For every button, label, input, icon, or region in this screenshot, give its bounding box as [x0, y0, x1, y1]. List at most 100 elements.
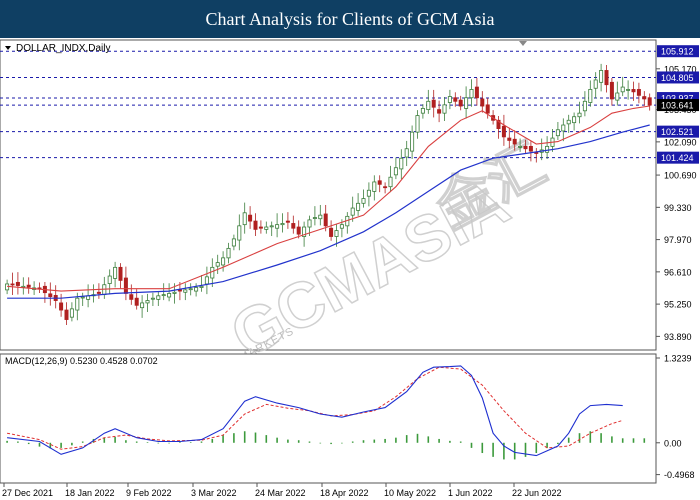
- histogram-bar: [265, 435, 268, 443]
- x-tick-label: 18 Jan 2022: [65, 488, 115, 498]
- histogram-bar: [405, 435, 408, 443]
- candle-body: [593, 79, 598, 89]
- candle-body: [318, 214, 323, 220]
- price-tag-box: [657, 151, 699, 164]
- histogram-bar: [611, 436, 613, 443]
- candle-body: [215, 262, 220, 267]
- candle-body: [404, 148, 409, 158]
- candle-body: [420, 108, 425, 114]
- y-tick-label: 102.090: [664, 137, 697, 147]
- y-tick-label: 97.970: [664, 235, 692, 245]
- candle-body: [339, 224, 344, 229]
- histogram-bar: [578, 433, 581, 443]
- candle-body: [609, 81, 614, 100]
- histogram-bar: [459, 441, 462, 443]
- candle-body: [118, 266, 123, 281]
- histogram-bar: [567, 437, 570, 443]
- x-tick-label: 1 Jun 2022: [448, 488, 493, 498]
- candle-body: [501, 125, 506, 138]
- y-tick-label: 99.330: [664, 203, 692, 213]
- histogram-bar: [157, 442, 160, 444]
- candle-body: [296, 226, 301, 235]
- histogram-bar: [319, 442, 322, 444]
- price-tag-label: 105.912: [661, 47, 694, 57]
- candle-body: [123, 277, 128, 294]
- candle-body: [167, 293, 172, 298]
- histogram-bar: [60, 442, 62, 448]
- candle-body: [604, 70, 609, 86]
- candle-body: [599, 70, 604, 83]
- macd-y-tick-label: 1.3239: [664, 354, 692, 364]
- banner-title: Chart Analysis for Clients of GCM Asia: [0, 0, 700, 38]
- histogram-bar: [17, 441, 19, 443]
- candle-body: [334, 230, 339, 237]
- candle-body: [377, 180, 382, 185]
- candle-body: [388, 176, 393, 188]
- chart-shift-marker-icon[interactable]: [519, 41, 527, 46]
- candle-body: [588, 89, 593, 103]
- candle-body: [285, 220, 290, 223]
- candle-body: [464, 97, 469, 109]
- candle-body: [453, 97, 458, 102]
- candle-body: [221, 257, 226, 266]
- histogram-bar: [643, 438, 646, 443]
- price-tag-box: [657, 125, 699, 138]
- dropdown-triangle-icon[interactable]: [5, 46, 11, 50]
- candle-body: [199, 285, 204, 288]
- price-tag-label: 102.521: [661, 127, 694, 137]
- price-tag-label: 103.641: [661, 101, 694, 111]
- histogram-bar: [503, 442, 505, 460]
- candle-body: [210, 266, 215, 279]
- histogram-bar: [546, 442, 548, 448]
- candle-body: [204, 276, 209, 285]
- candle-body: [383, 186, 388, 189]
- histogram-bar: [287, 439, 289, 443]
- candle-body: [496, 119, 501, 129]
- candle-body: [96, 291, 101, 294]
- candle-body: [415, 115, 420, 133]
- candle-body: [642, 96, 647, 100]
- candle-body: [291, 223, 296, 229]
- candle-body: [248, 214, 253, 222]
- histogram-bar: [470, 442, 473, 448]
- x-tick-label: 27 Dec 2021: [2, 488, 53, 498]
- histogram-bar: [449, 440, 451, 443]
- candle-body: [10, 283, 15, 286]
- candle-body: [636, 89, 641, 96]
- price-tag-box: [657, 45, 699, 58]
- macd-y-tick-label: 0.00: [664, 438, 682, 448]
- candle-body: [372, 181, 377, 192]
- histogram-bar: [114, 437, 116, 443]
- candle-body: [485, 104, 490, 114]
- price-tag-box: [657, 71, 699, 84]
- y-tick-label: 95.250: [664, 300, 692, 310]
- ma-fast-line: [7, 105, 650, 292]
- histogram-bar: [621, 438, 624, 443]
- candle-body: [69, 308, 74, 318]
- candle-body: [523, 145, 528, 150]
- macd-label: MACD(12,26,9) 0.5230 0.4528 0.0702: [5, 356, 158, 366]
- candle-body: [161, 294, 166, 297]
- candle-body: [323, 213, 328, 227]
- price-tag-box: [657, 99, 699, 112]
- candle-body: [242, 212, 247, 226]
- candle-body: [194, 287, 199, 292]
- histogram-bar: [200, 441, 203, 443]
- macd-panel: 1.3239 0.00 -0.4968 MACD(12,26,9) 0.5230 0…: [0, 353, 695, 484]
- y-tick-label: 105.170: [664, 64, 697, 74]
- candle-body: [615, 92, 620, 101]
- histogram-bar: [222, 435, 224, 443]
- candle-body: [312, 217, 317, 219]
- candle-body: [512, 138, 517, 145]
- candle-body: [566, 119, 571, 125]
- candle-body: [620, 86, 625, 93]
- candle-body: [26, 284, 31, 288]
- histogram-bar: [168, 442, 170, 444]
- candle-body: [258, 226, 263, 229]
- candle-body: [561, 124, 566, 132]
- candle-body: [555, 129, 560, 137]
- candle-body: [150, 297, 155, 300]
- candle-body: [134, 297, 139, 306]
- candle-body: [582, 100, 587, 112]
- candle-body: [410, 131, 415, 152]
